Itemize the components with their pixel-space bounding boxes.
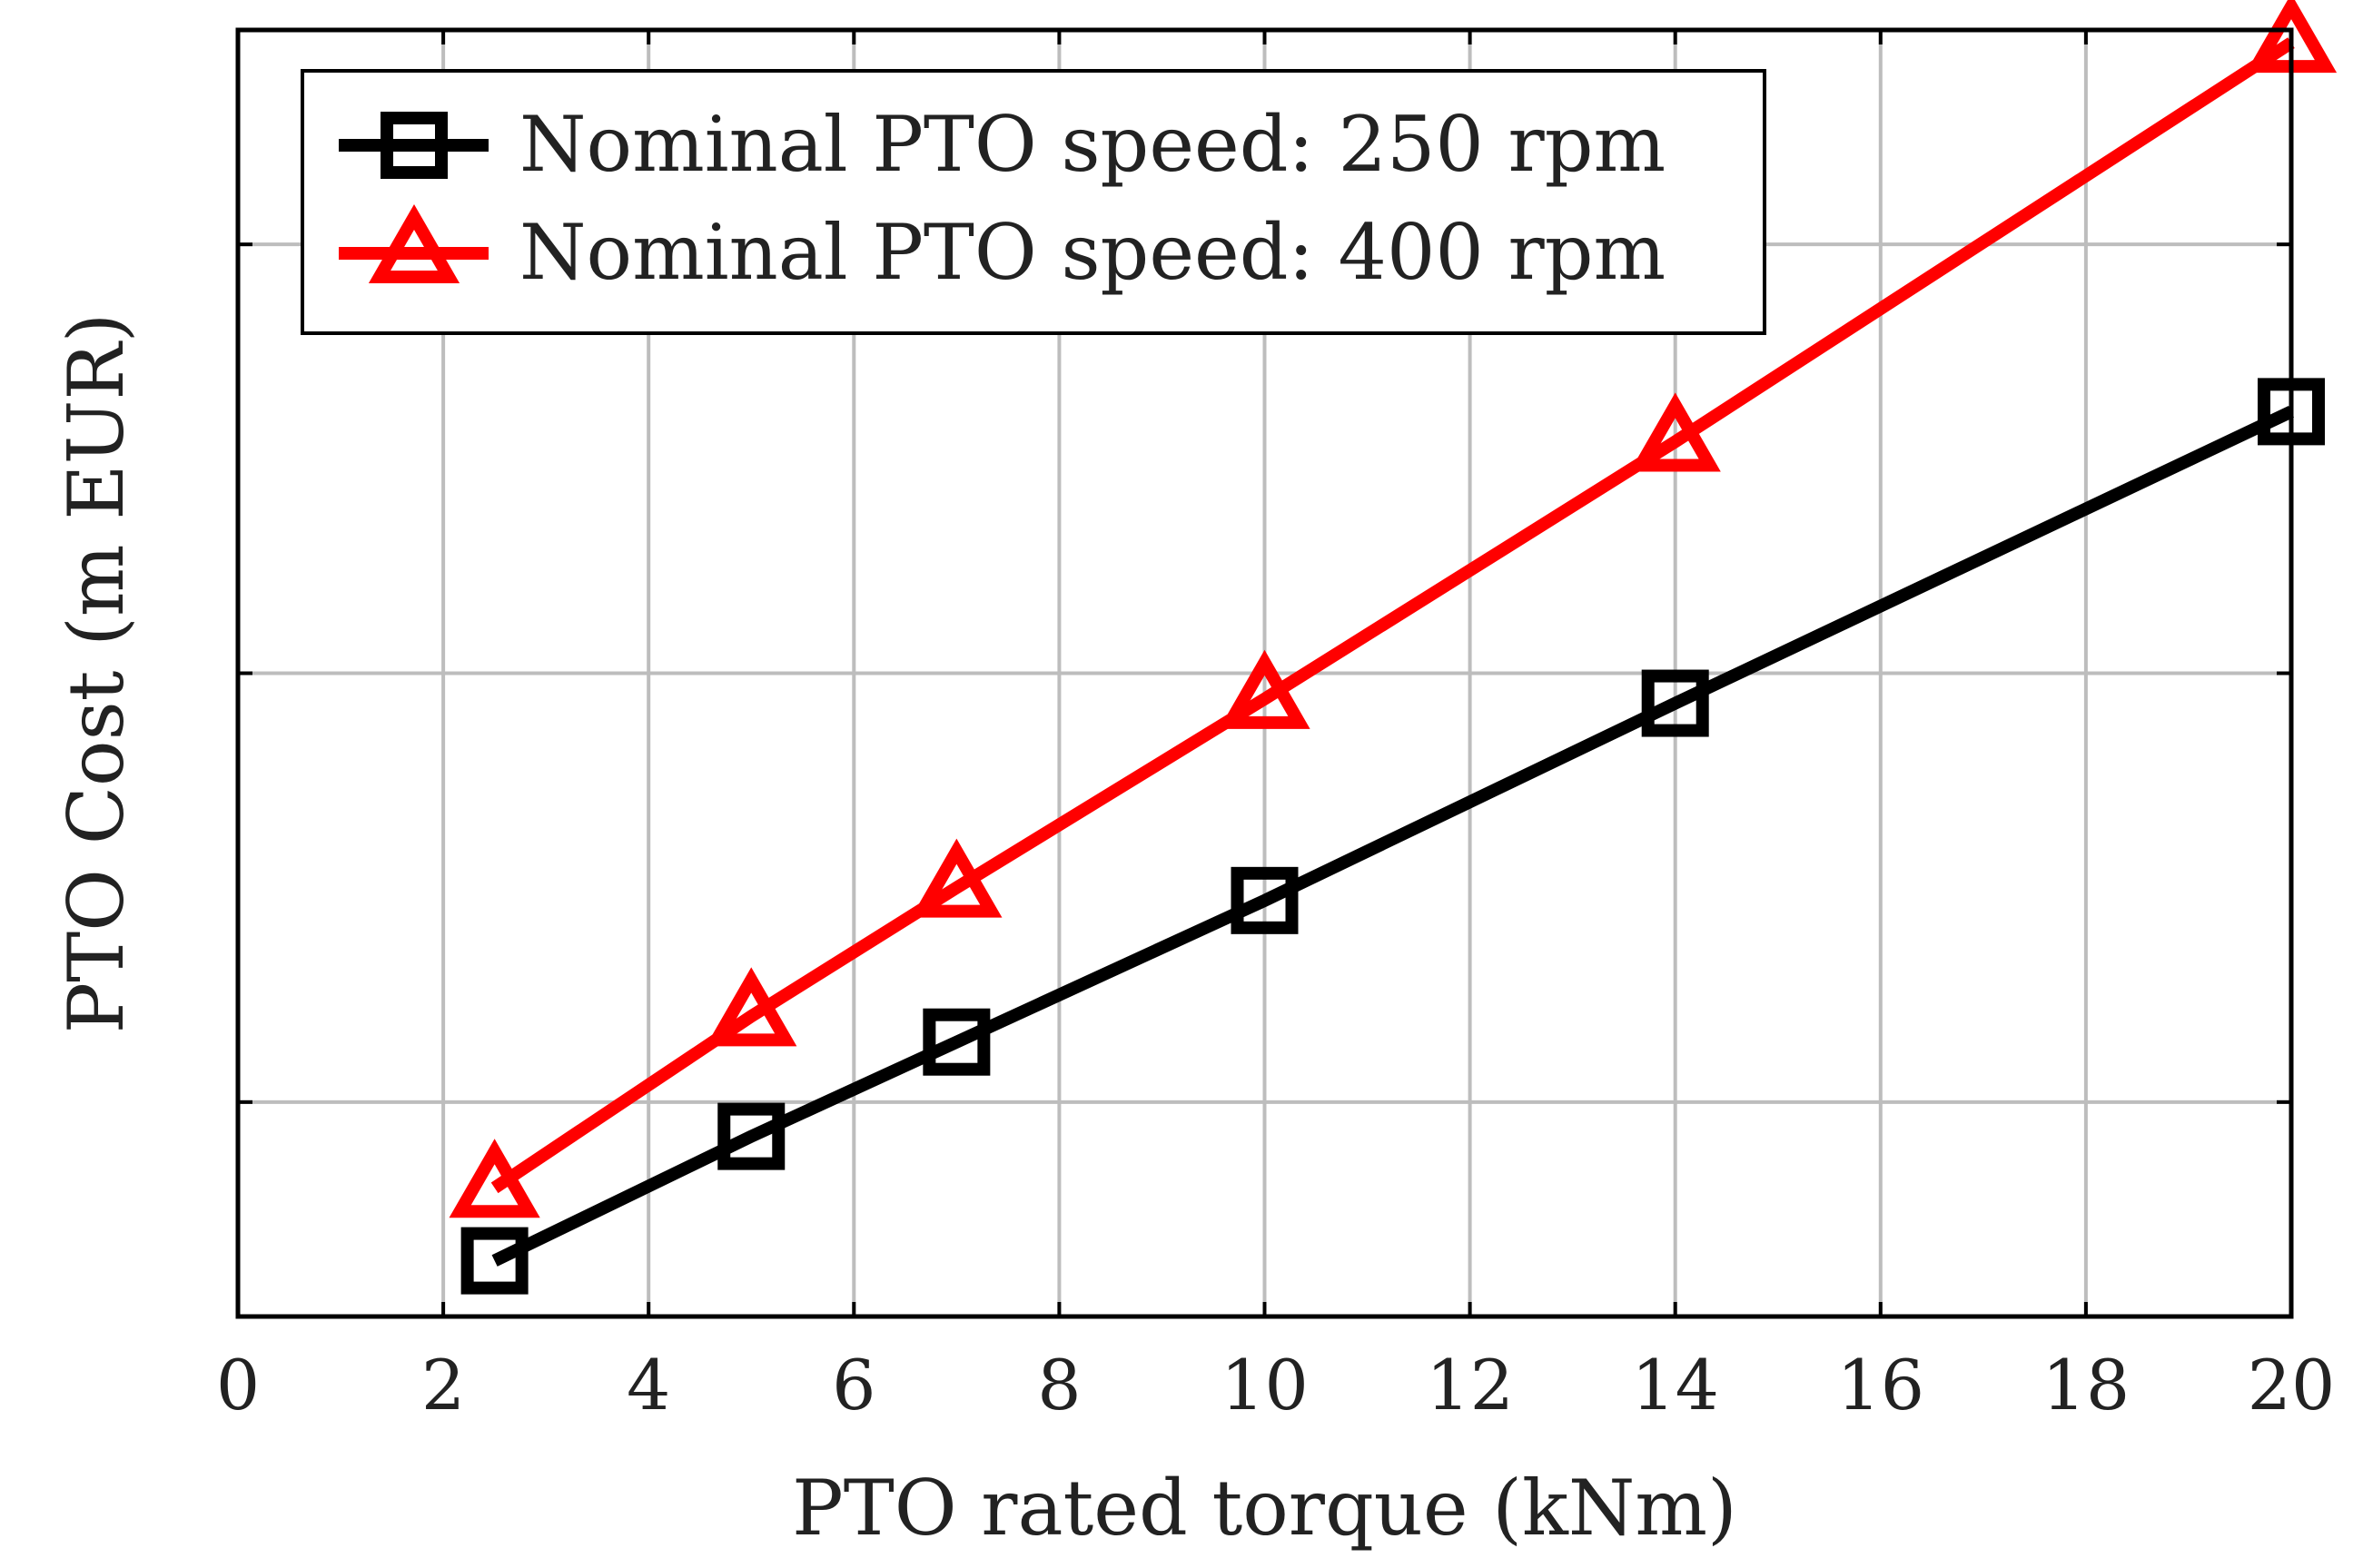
- x-tick-label: 2: [421, 1345, 465, 1425]
- x-tick-label: 6: [832, 1345, 875, 1425]
- legend-label: Nominal PTO speed: 400 rpm: [519, 208, 1666, 297]
- legend-item: Nominal PTO speed: 250 rpm: [339, 100, 1666, 189]
- x-tick-label: 18: [2042, 1345, 2131, 1425]
- x-tick-label: 0: [216, 1345, 260, 1425]
- y-axis-title: PTO Cost (m EUR): [52, 313, 141, 1034]
- x-axis-title: PTO rated torque (kNm): [792, 1464, 1737, 1553]
- data-point-square: [1641, 669, 1709, 737]
- x-tick-label: 20: [2248, 1345, 2336, 1425]
- data-point-triangle: [911, 838, 1003, 918]
- legend-marker-triangle: [368, 203, 460, 283]
- legend-item: Nominal PTO speed: 400 rpm: [339, 203, 1666, 297]
- data-point-square: [1231, 866, 1299, 934]
- legend-marker-square: [381, 112, 448, 179]
- x-tick-label: 12: [1426, 1345, 1514, 1425]
- legend-label: Nominal PTO speed: 250 rpm: [519, 100, 1666, 189]
- data-point-triangle: [449, 1139, 540, 1218]
- x-tick-label: 16: [1836, 1345, 1924, 1425]
- x-tick-label: 14: [1631, 1345, 1719, 1425]
- series-1: [460, 378, 2325, 1295]
- data-point-square: [923, 1008, 991, 1076]
- data-point-triangle: [1219, 649, 1310, 729]
- x-tick-label: 4: [627, 1345, 670, 1425]
- data-point-square: [717, 1102, 786, 1170]
- legend: Nominal PTO speed: 250 rpm Nominal PTO sp…: [301, 69, 1766, 335]
- x-tick-label: 8: [1037, 1345, 1081, 1425]
- series: [449, 0, 2338, 1295]
- plot-frame: [235, 27, 2294, 1319]
- legend-items: Nominal PTO speed: 250 rpm Nominal PTO sp…: [339, 100, 1666, 297]
- data-point-triangle: [1629, 392, 1721, 472]
- x-tick-label: 10: [1221, 1345, 1309, 1425]
- legend-box: [301, 69, 1766, 335]
- data-point-square: [460, 1227, 529, 1295]
- x-tick-labels: 0 2 4 6 8 10 12 14 16 18 20: [216, 1345, 2336, 1425]
- series-line: [491, 406, 2294, 1267]
- data-point-triangle: [706, 967, 797, 1047]
